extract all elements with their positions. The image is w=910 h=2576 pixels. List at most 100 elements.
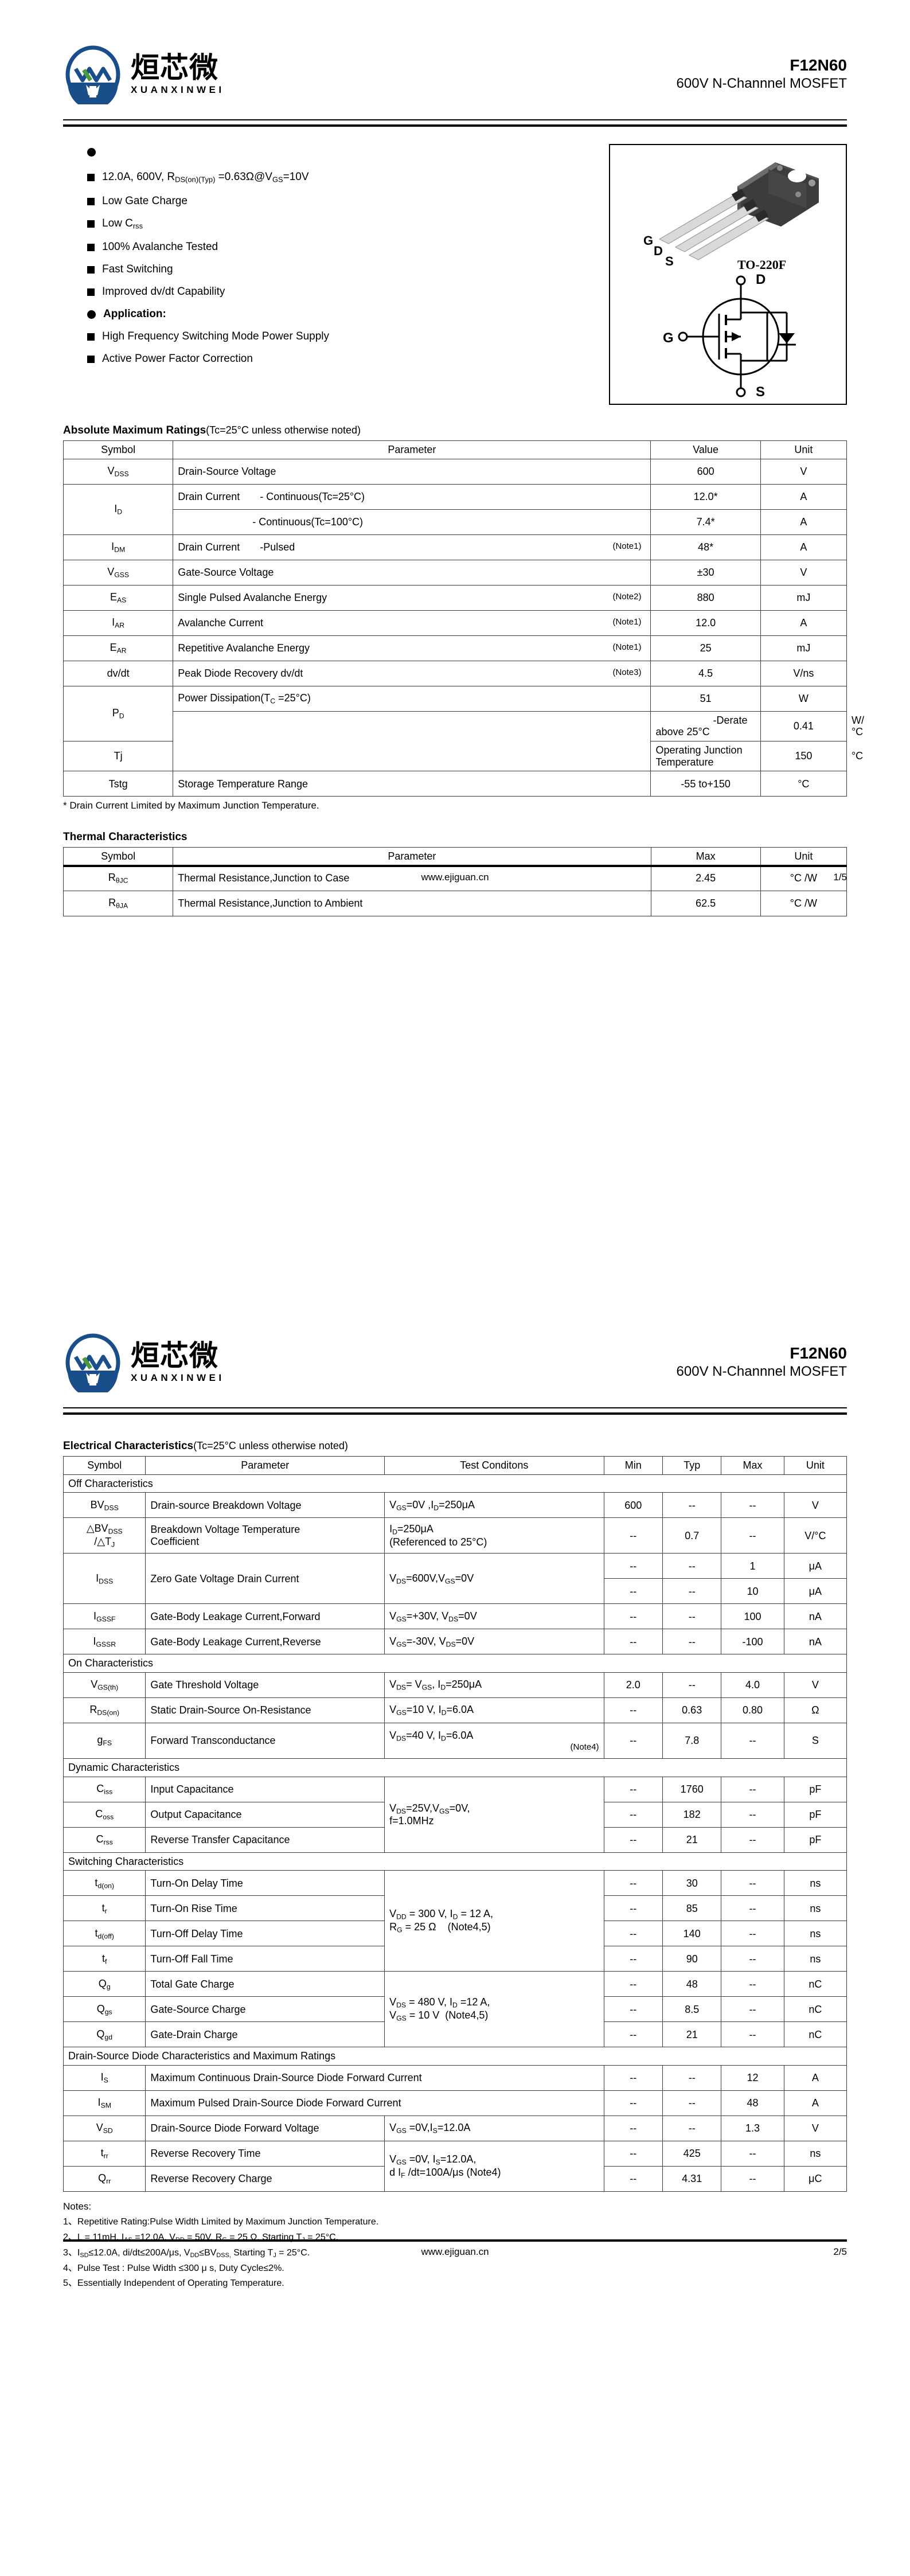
row-parameter: -Derate above 25°C <box>650 711 761 742</box>
row-parameter: Output Capacitance <box>145 1801 385 1828</box>
row-unit: A <box>760 483 847 510</box>
row-parameter: Maximum Pulsed Drain-Source Diode Forwar… <box>145 2090 604 2117</box>
row-parameter: Drain Current -Pulsed (Note1) <box>173 534 651 560</box>
footer-website[interactable]: www.ejiguan.cn <box>421 872 489 883</box>
row-parameter: Zero Gate Voltage Drain Current <box>145 1553 385 1605</box>
electrical-section-title: Electrical Characteristics(Tc=25°C unles… <box>63 1440 847 1453</box>
row-value: 150 <box>760 741 847 772</box>
group-header-row: On Characteristics <box>63 1654 847 1673</box>
row-symbol: td(off) <box>63 1921 146 1947</box>
row-parameter: Thermal Resistance,Junction to Ambient <box>173 891 651 917</box>
part-description: 600V N-Channnel MOSFET <box>676 1364 847 1379</box>
row-typ: -- <box>662 1492 722 1519</box>
column-header: Symbol <box>63 1456 146 1475</box>
row-unit: pF <box>783 1776 847 1802</box>
row-symbol: RDS(on) <box>63 1697 146 1724</box>
abs-max-title-suffix: (Tc=25°C unless otherwise noted) <box>206 424 361 436</box>
row-typ: -- <box>662 1672 722 1699</box>
row-max: 62.5 <box>650 891 761 917</box>
circle-bullet-icon <box>87 148 96 157</box>
footer-rule <box>63 865 847 868</box>
table-row: - Continuous(Tc=100°C) 7.4* A <box>64 509 847 535</box>
row-symbol: BVDSS <box>63 1492 146 1519</box>
row-symbol: VGSS <box>63 559 174 586</box>
row-parameter: Single Pulsed Avalanche Energy (Note2) <box>173 584 651 611</box>
row-unit: pF <box>783 1801 847 1828</box>
row-min: 2.0 <box>603 1672 663 1699</box>
footer-website[interactable]: www.ejiguan.cn <box>421 2246 489 2258</box>
footer-rule <box>63 2239 847 2242</box>
column-header: Parameter <box>145 1456 385 1475</box>
svg-text:D: D <box>654 244 663 258</box>
square-bullet-icon <box>87 197 95 205</box>
row-value: ±30 <box>650 559 761 586</box>
row-test-condition: VGS =0V,IS=12.0A <box>384 2116 604 2142</box>
row-parameter: Operating Junction Temperature <box>650 741 761 772</box>
row-min: 600 <box>603 1492 663 1519</box>
table-row: Tstg Storage Temperature Range -55 to+150 °… <box>63 771 847 797</box>
svg-text:S: S <box>756 384 765 398</box>
row-symbol: tr <box>63 1895 146 1922</box>
feature-item <box>87 146 599 157</box>
row-max: 48 <box>721 2090 784 2117</box>
table-row: trr Reverse Recovery Time VGS =0V, IS=12.0… <box>63 2141 847 2192</box>
row-symbol: IAR <box>63 610 174 636</box>
square-bullet-icon <box>87 244 95 252</box>
to220f-package-photo: G D S <box>643 162 819 268</box>
table-row: EAS Single Pulsed Avalanche Energy (Note2)… <box>63 584 847 611</box>
row-max: -- <box>721 1895 784 1922</box>
column-header: Min <box>603 1456 663 1475</box>
table-row: ID Drain Current - Continuous(Tc=25°C) 12.… <box>63 483 847 535</box>
row-max: -- <box>721 2166 784 2192</box>
application-text: High Frequency Switching Mode Power Supp… <box>102 330 330 343</box>
row-test-condition: VGS=-30V, VDS=0V <box>384 1629 604 1655</box>
xuanxinwei-logo-icon <box>63 45 123 110</box>
row-min: -- <box>603 1776 663 1802</box>
brand-logo: 烜芯微 XUANXINWEI <box>63 1333 225 1398</box>
row-min: -- <box>603 1895 663 1922</box>
row-test-condition: VGS=0V ,ID=250μA <box>384 1492 604 1519</box>
electrical-characteristics-table: Symbol Parameter Test Conditons Min Typ Max Un… <box>63 1456 847 2192</box>
table-row: IGSSR Gate-Body Leakage Current,Reverse VG… <box>63 1629 847 1655</box>
absolute-maximum-ratings-table: Symbol Parameter Value Unit VDSS Drain-Sourc… <box>63 440 864 797</box>
row-unit: °C <box>760 771 847 797</box>
table-header-row: Symbol Parameter Max Unit <box>63 847 847 867</box>
row-typ: -- <box>662 1553 722 1579</box>
row-symbol: IGSSR <box>63 1629 146 1655</box>
row-unit: V/°C <box>783 1517 847 1554</box>
row-min: -- <box>603 1826 663 1853</box>
row-typ: 85 <box>662 1895 722 1922</box>
feature-text: Improved dv/dt Capability <box>102 286 225 298</box>
brand-name-en: XUANXINWEI <box>131 84 225 95</box>
row-typ: 0.7 <box>662 1517 722 1554</box>
row-unit: ns <box>783 1921 847 1947</box>
row-unit: A <box>760 610 847 636</box>
row-min: -- <box>603 1723 663 1759</box>
row-parameter: Peak Diode Recovery dv/dt (Note3) <box>173 660 651 686</box>
column-header: Max <box>650 847 761 867</box>
header-rule-thin <box>63 1407 847 1408</box>
row-unit: °C /W <box>760 891 847 917</box>
row-parameter: Reverse Transfer Capacitance <box>145 1826 385 1853</box>
row-symbol: ID <box>63 483 174 535</box>
row-unit: mJ <box>760 635 847 661</box>
row-parameter: Gate-Body Leakage Current,Forward <box>145 1603 385 1630</box>
electrical-title-text: Electrical Characteristics <box>63 1440 194 1452</box>
row-value: 25 <box>650 635 761 661</box>
row-typ: 30 <box>662 1870 722 1896</box>
brand-name-en: XUANXINWEI <box>131 1372 225 1383</box>
row-value: 51 <box>650 685 761 712</box>
column-header: Unit <box>760 847 847 867</box>
row-parameter: Reverse Recovery Time <box>145 2141 385 2167</box>
group-title: Off Characteristics <box>63 1474 847 1493</box>
row-parameter: Input Capacitance <box>145 1776 385 1802</box>
row-symbol: Qgd <box>63 2021 146 2048</box>
row-max: -- <box>721 1946 784 1972</box>
page2-footer: www.ejiguan.cn 2/5 <box>63 2239 847 2257</box>
table-row: gFS Forward Transconductance VDS=40 V, ID=… <box>63 1723 847 1759</box>
header-rule-thick <box>63 124 847 127</box>
application-text: Active Power Factor Correction <box>102 353 253 365</box>
row-max: 10 <box>721 1578 784 1605</box>
application-heading: Application: <box>103 308 166 321</box>
group-title: Drain-Source Diode Characteristics and M… <box>63 2047 847 2066</box>
